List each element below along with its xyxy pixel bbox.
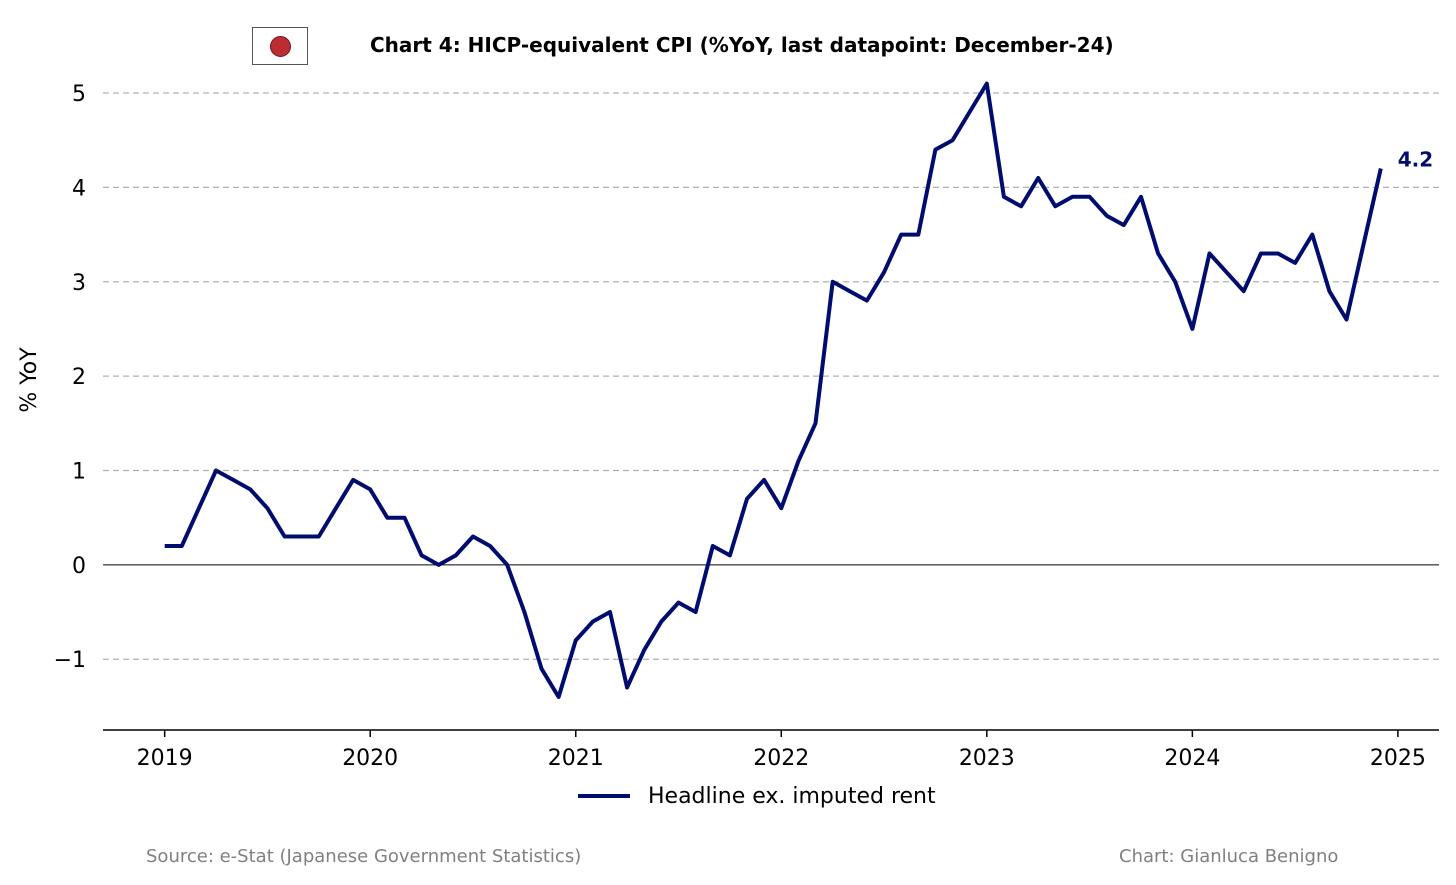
x-tick-label: 2023	[959, 746, 1015, 771]
chart-credit: Chart: Gianluca Benigno	[1119, 846, 1339, 867]
legend-swatch	[578, 794, 630, 798]
x-tick-label: 2021	[548, 746, 604, 771]
y-tick-label: 2	[72, 365, 86, 390]
y-tick-label: 1	[72, 459, 86, 484]
series-layer	[164, 81, 1383, 699]
y-tick-label: −1	[54, 648, 86, 673]
x-tick-label: 2022	[753, 746, 809, 771]
last-value-label: 4.2	[1398, 148, 1433, 172]
legend-label: Headline ex. imputed rent	[648, 783, 936, 809]
x-tick-label: 2024	[1164, 746, 1220, 771]
flag-red-disc	[270, 36, 291, 57]
japan-flag-icon	[252, 27, 308, 65]
chart-title: Chart 4: HICP-equivalent CPI (%YoY, last…	[370, 33, 1114, 57]
source-note: Source: e-Stat (Japanese Government Stat…	[146, 846, 582, 867]
y-tick-label: 4	[72, 176, 86, 201]
y-axis-label: % YoY	[17, 347, 42, 413]
y-tick-label: 0	[72, 554, 86, 579]
series-line	[164, 81, 1383, 699]
x-tick-label: 2019	[137, 746, 193, 771]
legend: Headline ex. imputed rent	[578, 781, 936, 811]
labels: −1 0 1 2 3 4 5 2019 2020 2021 2022 2023 2024 2025 % Yo…	[17, 82, 1433, 771]
x-tick-label: 2025	[1370, 746, 1426, 771]
y-tick-label: 3	[72, 271, 86, 296]
y-tick-label: 5	[72, 82, 86, 107]
x-tick-label: 2020	[342, 746, 398, 771]
axes	[103, 729, 1439, 737]
gridlines	[103, 92, 1439, 660]
